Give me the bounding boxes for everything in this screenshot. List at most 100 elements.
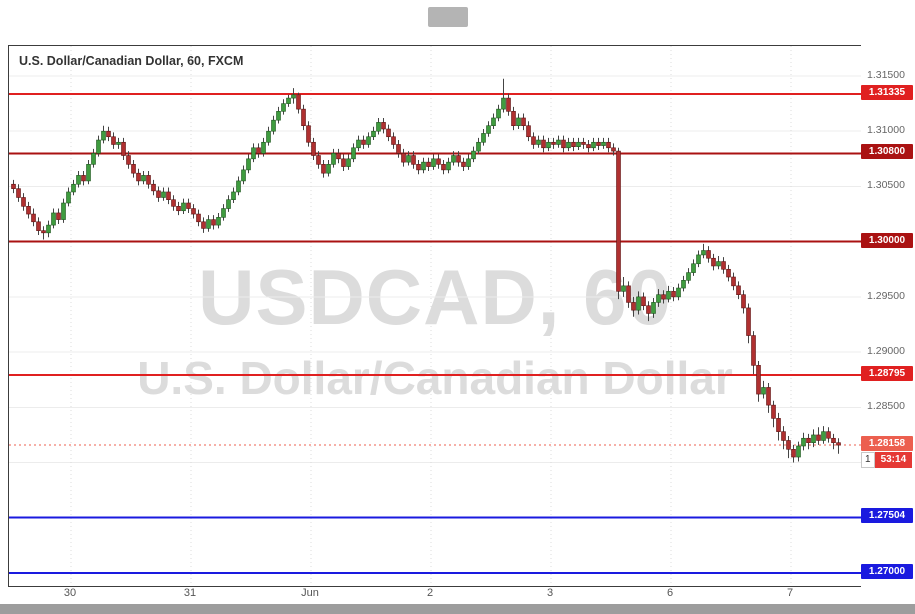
candle-body bbox=[306, 125, 311, 143]
candlestick-chart[interactable] bbox=[9, 46, 861, 586]
candle-body bbox=[546, 141, 551, 149]
candle-body bbox=[316, 155, 321, 165]
candle-body bbox=[61, 202, 66, 220]
candle-body bbox=[301, 108, 306, 127]
candle-body bbox=[591, 141, 596, 149]
candle-body bbox=[391, 136, 396, 145]
price-level-label[interactable]: 1.31335 bbox=[861, 85, 913, 101]
candle-body bbox=[256, 147, 261, 154]
candle-body bbox=[606, 141, 611, 149]
candle-body bbox=[476, 141, 481, 152]
candle-body bbox=[121, 141, 126, 156]
candle-body bbox=[206, 219, 211, 229]
candle-body bbox=[461, 161, 466, 167]
candle-body bbox=[531, 136, 536, 145]
toolbar-button[interactable] bbox=[428, 7, 468, 27]
candle-body bbox=[491, 117, 496, 126]
candle-body bbox=[386, 128, 391, 138]
time-axis-label: 2 bbox=[426, 587, 434, 599]
price-level-label[interactable]: 1.27504 bbox=[861, 508, 913, 524]
candle-body bbox=[761, 387, 766, 395]
candle-body bbox=[656, 294, 661, 303]
candle-body bbox=[466, 158, 471, 167]
candle-body bbox=[786, 440, 791, 450]
chart-title: U.S. Dollar/Canadian Dollar, 60, FXCM bbox=[19, 54, 244, 68]
price-level-label[interactable]: 1.30000 bbox=[861, 232, 913, 248]
candle-body bbox=[691, 263, 696, 273]
candle-body bbox=[816, 434, 821, 441]
candle-body bbox=[831, 437, 836, 443]
candle-body bbox=[836, 442, 841, 446]
candle-body bbox=[796, 445, 801, 458]
candle-body bbox=[596, 141, 601, 146]
price-level-label[interactable]: 1.28795 bbox=[861, 365, 913, 381]
candle-body bbox=[706, 250, 711, 259]
candle-body bbox=[766, 387, 771, 406]
candle-body bbox=[541, 139, 546, 149]
bar-countdown: 1 53:14 bbox=[861, 452, 913, 469]
price-level-label[interactable]: 1.30800 bbox=[861, 144, 913, 160]
candle-body bbox=[296, 94, 301, 110]
candle-body bbox=[261, 141, 266, 154]
chart-pane[interactable]: USDCAD, 60 U.S. Dollar/Canadian Dollar U… bbox=[8, 45, 862, 587]
candle-body bbox=[441, 164, 446, 171]
candle-body bbox=[81, 175, 86, 182]
candle-body bbox=[711, 257, 716, 267]
candle-body bbox=[671, 291, 676, 298]
candle-body bbox=[96, 139, 101, 154]
candle-body bbox=[806, 437, 811, 443]
candle-body bbox=[66, 191, 71, 204]
candle-body bbox=[471, 150, 476, 160]
time-axis-label: 3 bbox=[546, 587, 554, 599]
candle-body bbox=[601, 141, 606, 146]
candle-body bbox=[686, 272, 691, 281]
candle-body bbox=[681, 280, 686, 289]
candle-body bbox=[576, 141, 581, 147]
candle-body bbox=[51, 212, 56, 226]
candle-body bbox=[626, 285, 631, 303]
candle-body bbox=[371, 130, 376, 138]
candle-body bbox=[226, 199, 231, 209]
price-axis-tick: 1.31000 bbox=[867, 124, 905, 137]
time-axis-label: Jun bbox=[301, 587, 319, 599]
candle-body bbox=[696, 254, 701, 265]
candle-body bbox=[666, 291, 671, 300]
candle-body bbox=[131, 164, 136, 174]
candle-body bbox=[741, 294, 746, 309]
candle-body bbox=[381, 122, 386, 130]
candle-body bbox=[26, 206, 31, 215]
price-axis[interactable]: 1.31500 1.31000 1.30500 1.29500 1.29000 1.285… bbox=[861, 45, 915, 587]
candle-body bbox=[451, 155, 456, 163]
candle-body bbox=[396, 144, 401, 154]
candle-body bbox=[581, 141, 586, 145]
candle-body bbox=[156, 190, 161, 198]
price-level-label[interactable]: 1.27000 bbox=[861, 564, 913, 579]
candle-body bbox=[536, 139, 541, 145]
candle-body bbox=[521, 117, 526, 126]
candle-body bbox=[416, 164, 421, 171]
price-axis-tick: 1.31500 bbox=[867, 69, 905, 81]
countdown-timer: 53:14 bbox=[874, 452, 913, 469]
candle-body bbox=[721, 261, 726, 270]
candle-body bbox=[661, 294, 666, 300]
time-axis-label: 7 bbox=[786, 587, 794, 599]
candle-body bbox=[266, 130, 271, 143]
candle-body bbox=[481, 133, 486, 143]
last-price-label[interactable]: 1.28158 bbox=[861, 436, 913, 452]
candle-body bbox=[191, 208, 196, 215]
candle-body bbox=[101, 130, 106, 141]
candle-body bbox=[826, 431, 831, 439]
candle-body bbox=[646, 305, 651, 314]
candle-body bbox=[516, 117, 521, 126]
candle-body bbox=[336, 153, 341, 160]
candle-body bbox=[526, 125, 531, 138]
candle-body bbox=[281, 103, 286, 112]
candle-body bbox=[76, 175, 81, 185]
candle-body bbox=[501, 97, 506, 110]
candle-body bbox=[216, 217, 221, 226]
time-axis[interactable]: 30 31 Jun 2 3 6 7 bbox=[8, 587, 862, 603]
candle-body bbox=[151, 183, 156, 192]
candle-body bbox=[621, 285, 626, 292]
candle-body bbox=[356, 139, 361, 149]
candle-body bbox=[106, 130, 111, 138]
